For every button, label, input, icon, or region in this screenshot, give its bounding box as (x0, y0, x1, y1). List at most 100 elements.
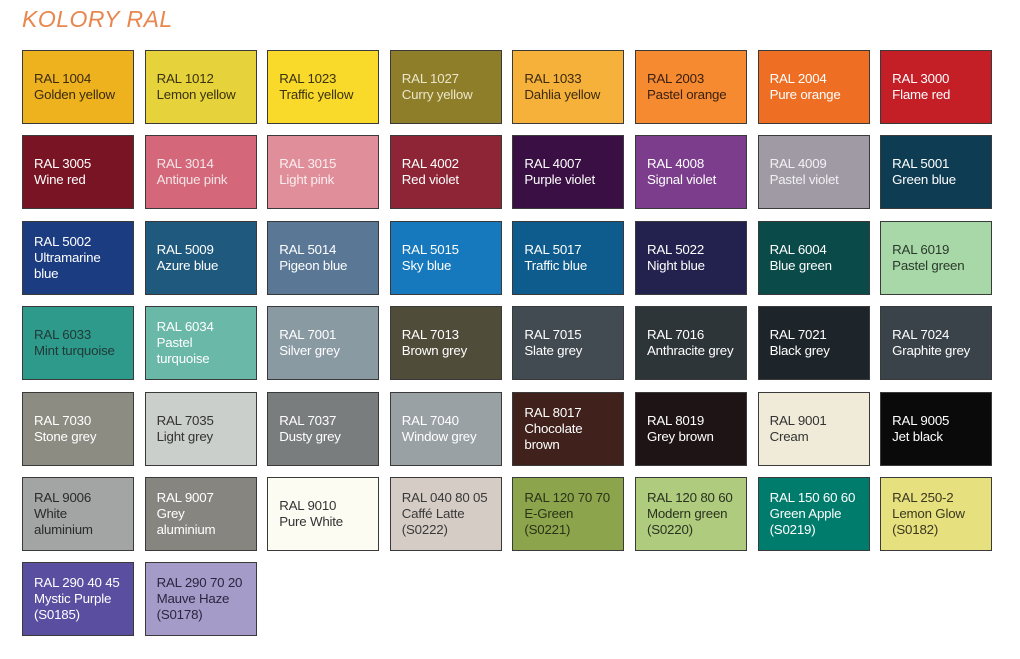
swatch-name: Wine red (34, 172, 86, 188)
swatch-code: RAL 1033 (524, 71, 582, 86)
swatch-code: RAL 3014 (156, 156, 214, 172)
color-swatch: RAL 1027 Curry yellow (389, 50, 502, 124)
swatch-name: Chocolate brown (524, 420, 583, 452)
color-swatch: RAL 4009 Pastel violet (757, 135, 870, 210)
swatch-code: RAL 6004 (769, 241, 827, 257)
swatch-name: Curry yellow (401, 87, 473, 102)
swatch-code: RAL 6034 (156, 319, 214, 335)
color-swatch: RAL 6004 Blue green (757, 220, 870, 295)
color-swatch: RAL 8017 Chocolate brown (512, 391, 625, 466)
swatch-name: Dahlia yellow (524, 87, 601, 102)
swatch-code: RAL 3005 (34, 156, 92, 172)
swatch-code: RAL 5001 (892, 156, 950, 172)
color-swatch: RAL 120 80 60 Modern green (S0220) (634, 476, 747, 551)
color-swatch: RAL 7021 Black grey (757, 306, 870, 381)
color-swatch: RAL 3015 Light pink (267, 135, 380, 210)
swatch-name: Azure blue (156, 257, 219, 273)
swatch-code: RAL 1023 (279, 71, 337, 86)
swatch-code: RAL 7024 (892, 327, 950, 343)
swatch-code: RAL 2003 (646, 71, 705, 86)
color-swatch: RAL 120 70 70 E-Green (S0221) (512, 476, 625, 551)
color-swatch: RAL 9005 Jet black (880, 391, 993, 466)
color-swatch: RAL 5002 Ultramarine blue (22, 220, 134, 295)
color-swatch: RAL 1012 Lemon yellow (144, 50, 257, 124)
color-swatch: RAL 4002 Red violet (389, 135, 502, 210)
color-swatch: RAL 3014 Antique pink (144, 135, 257, 210)
color-swatch: RAL 5015 Sky blue (389, 220, 502, 295)
color-swatch: RAL 7001 Silver grey (267, 306, 380, 381)
swatch-code: RAL 290 70 20 (156, 575, 243, 591)
color-swatch: RAL 250-2 Lemon Glow (S0182) (880, 476, 993, 551)
swatch-code: RAL 4002 (401, 156, 459, 172)
swatch-name: Brown grey (401, 343, 468, 359)
swatch-name: Sky blue (401, 257, 452, 273)
swatch-name: Pastel green (892, 257, 965, 273)
color-swatch: RAL 9010 Pure White (267, 476, 380, 551)
swatch-code: RAL 150 60 60 (769, 489, 856, 505)
swatch-code: RAL 250-2 (892, 489, 954, 505)
swatch-name: White aluminium (34, 505, 93, 537)
swatch-code: RAL 3000 (892, 71, 950, 86)
swatch-name: Modern green (S0220) (646, 505, 728, 537)
color-swatch: RAL 150 60 60 Green Apple (S0219) (757, 476, 870, 551)
swatch-code: RAL 4009 (769, 156, 827, 172)
swatch-code: RAL 9010 (279, 497, 337, 513)
swatch-code: RAL 120 70 70 (524, 489, 610, 505)
swatch-name: Red violet (401, 172, 459, 188)
color-swatch: RAL 2004 Pure orange (757, 50, 870, 124)
swatch-code: RAL 7016 (646, 327, 705, 343)
swatch-name: Jet black (892, 428, 943, 444)
swatch-code: RAL 4007 (524, 156, 582, 172)
color-swatch: RAL 5017 Traffic blue (512, 220, 625, 295)
swatch-name: Grey brown (646, 428, 714, 444)
color-swatch: RAL 7040 Window grey (389, 391, 502, 466)
swatch-code: RAL 8019 (646, 412, 705, 428)
color-swatch: RAL 7035 Light grey (144, 391, 257, 466)
color-swatch: RAL 1033 Dahlia yellow (512, 50, 625, 124)
color-swatch: RAL 7016 Anthracite grey (634, 306, 747, 381)
swatch-name: Dusty grey (279, 428, 341, 444)
swatch-name: Caffé Latte (S0222) (401, 505, 465, 537)
swatch-code: RAL 040 80 05 (401, 489, 488, 505)
swatch-name: E-Green (S0221) (524, 505, 574, 537)
color-swatch: RAL 6033 Mint turquoise (22, 306, 134, 381)
swatch-name: Blue green (769, 257, 833, 273)
swatch-code: RAL 290 40 45 (34, 575, 120, 591)
swatch-code: RAL 7015 (524, 327, 582, 343)
color-swatch: RAL 4007 Purple violet (512, 135, 625, 210)
swatch-code: RAL 3015 (279, 156, 337, 172)
color-swatch: RAL 290 40 45 Mystic Purple (S0185) (22, 562, 134, 637)
swatch-code: RAL 7035 (156, 412, 214, 428)
swatch-name: Grey aluminium (156, 505, 216, 537)
swatch-name: Traffic blue (524, 257, 588, 273)
swatch-code: RAL 1012 (156, 71, 214, 86)
color-swatch: RAL 5014 Pigeon blue (267, 220, 380, 295)
swatch-name: Night blue (646, 257, 705, 273)
swatch-code: RAL 1027 (401, 71, 459, 86)
swatch-code: RAL 5002 (34, 233, 92, 249)
swatch-code: RAL 7001 (279, 327, 337, 343)
swatch-name: Stone grey (34, 428, 97, 444)
swatch-code: RAL 120 80 60 (646, 489, 733, 505)
swatch-code: RAL 6033 (34, 327, 92, 343)
swatch-code: RAL 4008 (646, 156, 705, 172)
color-swatch: RAL 1004 Golden yellow (22, 50, 134, 124)
color-swatch: RAL 7030 Stone grey (22, 391, 134, 466)
swatch-code: RAL 5015 (401, 241, 459, 257)
swatch-code: RAL 7030 (34, 412, 92, 428)
color-swatch: RAL 2003 Pastel orange (634, 50, 747, 124)
swatch-name: Purple violet (524, 172, 595, 188)
swatch-code: RAL 5009 (156, 241, 214, 257)
swatch-name: Flame red (892, 87, 951, 102)
color-swatch: RAL 5009 Azure blue (144, 220, 257, 295)
swatch-code: RAL 7013 (401, 327, 459, 343)
swatch-name: Anthracite grey (646, 343, 734, 359)
swatch-code: RAL 7037 (279, 412, 337, 428)
color-swatch: RAL 5001 Green blue (880, 135, 993, 210)
color-swatch: RAL 7037 Dusty grey (267, 391, 380, 466)
swatch-name: Green Apple (S0219) (769, 505, 842, 537)
swatch-name: Lemon yellow (156, 87, 236, 102)
swatch-code: RAL 7021 (769, 327, 827, 343)
color-swatch: RAL 7015 Slate grey (512, 306, 625, 381)
swatch-code: RAL 9007 (156, 489, 214, 505)
